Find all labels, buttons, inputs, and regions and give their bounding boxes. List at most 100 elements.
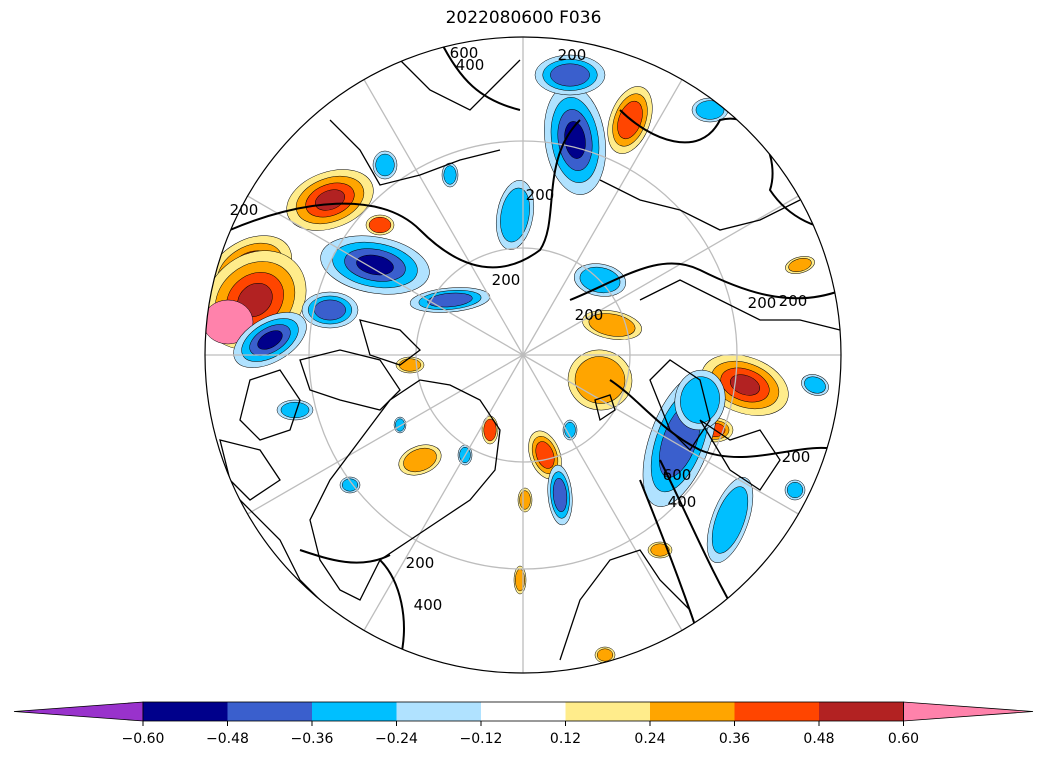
anomaly-area [552,478,568,512]
contour-label: 200 [782,448,811,466]
height-contour [299,549,391,564]
colorbar-tick-label: −0.36 [291,731,334,747]
colorbar-tick-label: −0.60 [122,731,165,747]
colorbar-extend-min [13,701,144,722]
anomaly-area [427,292,473,308]
colorbar-extend-max [903,701,1034,722]
meridian-line [363,354,524,631]
contour-label: 400 [456,56,485,74]
anomaly-area [368,216,392,234]
contour-label: 200 [492,271,521,289]
anomaly-area [280,401,310,419]
anomaly-area [341,478,359,492]
anomaly-area [730,374,760,396]
colorbar-tick-label: 0.12 [550,731,581,747]
coastline [219,439,281,501]
anomaly-area [786,481,804,499]
anomaly-area [375,153,395,177]
height-contour [379,559,405,661]
contour-label: 200 [779,292,808,310]
anomaly-area [483,418,497,442]
contour-label: 200 [558,46,587,64]
anomaly-area [680,376,720,424]
coastline [559,549,701,661]
anomaly-area [395,418,405,432]
anomaly-area [356,254,394,276]
anomaly-area-max [205,299,254,345]
colorbar-box [650,702,735,721]
colorbar-box [565,702,650,721]
anomaly-area [443,165,457,185]
contour-label: 200 [526,186,555,204]
anomaly-area [403,447,437,473]
colorbar-ticks: −0.60 −0.48 −0.36 −0.24 −0.12 0.12 0.24 0.36 0.4… [122,721,919,747]
meridian-line [247,195,524,356]
coastline [594,394,616,422]
contour-label: 400 [668,493,697,511]
anomaly-area [695,100,725,120]
colorbar-tick-label: −0.12 [460,731,503,747]
colorbar: −0.60 −0.48 −0.36 −0.24 −0.12 0.12 0.24 0.36 0.4… [13,701,1034,747]
colorbar-box [734,702,819,721]
coastline [239,369,301,441]
anomaly-area [711,486,749,554]
anomaly-area [535,441,555,469]
colorbar-tick-label: 0.60 [888,731,919,747]
anomaly-area [314,299,346,321]
colorbar-box [143,702,228,721]
colorbar-box [312,702,397,721]
contour-label: 600 [450,44,479,62]
meridian-line [522,79,683,356]
colorbar-tick-label: 0.24 [634,731,665,747]
coastline [309,379,501,601]
colorbar-tick-label: −0.24 [375,731,418,747]
height-contour [639,479,701,641]
colorbar-tick-label: −0.48 [206,731,249,747]
coastline [399,59,521,111]
anomaly-area [788,258,812,272]
contour-label: 400 [414,596,443,614]
anomaly-area [564,421,576,439]
coastline [639,279,841,331]
height-contour [619,109,841,231]
anomaly-area [596,648,614,662]
contour-label: 600 [663,466,692,484]
coastline [599,179,801,231]
meridian-line [363,79,524,356]
anomaly-area [804,376,826,394]
height-contour [609,379,841,458]
coastline [329,119,501,186]
map-boundary [204,36,842,674]
anomaly-area [650,543,670,557]
map-title: 2022080600 F036 [445,8,602,28]
colorbar-tick-label: 0.36 [719,731,750,747]
anomaly-area [519,490,531,510]
meridian-line [522,195,799,356]
height-contour [569,262,841,301]
meridian-line [522,354,799,515]
anomaly-shading [205,54,829,664]
contour-label: 200 [230,201,259,219]
contour-label: 200 [406,554,435,572]
colorbar-tick-label: 0.48 [803,731,834,747]
meridian-line [522,354,683,631]
colorbar-box [227,702,312,721]
coastline [299,349,401,411]
contour-label: 200 [748,294,777,312]
coastline [699,419,781,491]
colorbar-box [481,702,566,721]
anomaly-area [500,187,530,243]
coastline [359,319,421,366]
anomaly-area [257,330,283,350]
height-contour [439,39,521,111]
anomaly-area [398,358,422,372]
height-contour [229,119,581,269]
colorbar-box [396,702,481,721]
colorbar-boxes [13,701,1034,722]
meridian-line [247,354,524,515]
map-content [205,37,841,673]
graticule [205,37,841,673]
contour-label: 200 [575,306,604,324]
